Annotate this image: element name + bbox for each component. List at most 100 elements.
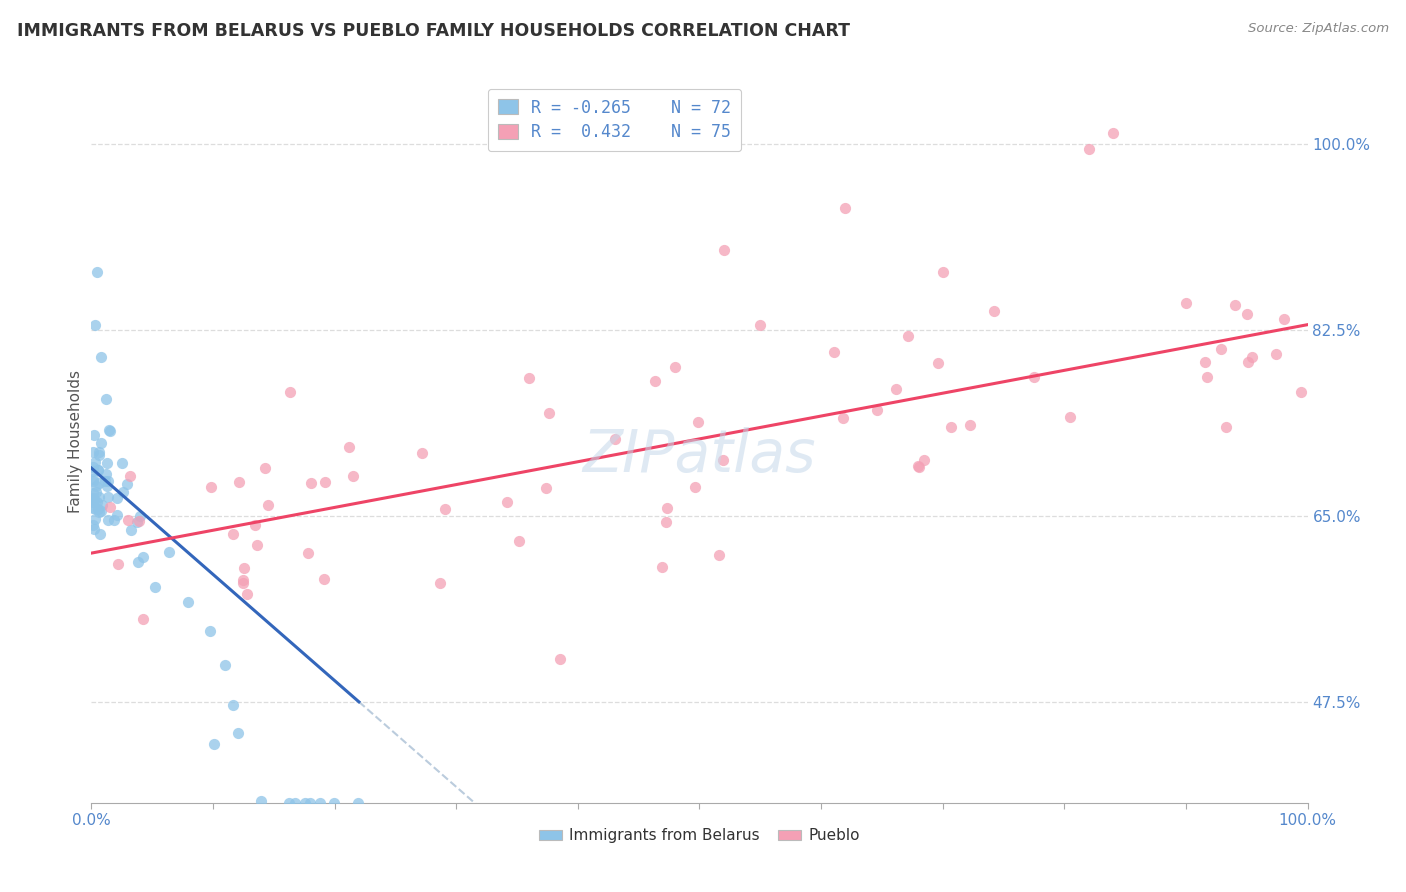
- Point: [907, 459, 929, 474]
- Point: [1077, 142, 1099, 156]
- Point: [323, 796, 346, 810]
- Point: [1175, 296, 1198, 310]
- Point: [537, 406, 560, 420]
- Point: [411, 445, 433, 459]
- Point: [256, 498, 278, 512]
- Point: [1195, 369, 1218, 384]
- Point: [294, 796, 316, 810]
- Point: [112, 485, 135, 500]
- Point: [298, 796, 321, 810]
- Point: [713, 453, 735, 467]
- Point: [1272, 311, 1295, 326]
- Point: [89, 505, 111, 519]
- Point: [107, 557, 129, 571]
- Point: [713, 244, 735, 258]
- Point: [1059, 409, 1081, 424]
- Point: [908, 460, 931, 475]
- Point: [82, 495, 104, 509]
- Point: [297, 546, 319, 560]
- Point: [87, 501, 110, 516]
- Point: [433, 501, 456, 516]
- Point: [508, 533, 530, 548]
- Point: [111, 456, 134, 470]
- Point: [277, 796, 299, 810]
- Point: [983, 304, 1005, 318]
- Point: [222, 698, 245, 712]
- Point: [87, 475, 110, 490]
- Point: [253, 460, 276, 475]
- Point: [517, 371, 540, 385]
- Point: [98, 500, 121, 514]
- Point: [644, 374, 666, 388]
- Text: Source: ZipAtlas.com: Source: ZipAtlas.com: [1249, 22, 1389, 36]
- Point: [97, 490, 120, 504]
- Point: [87, 463, 110, 477]
- Point: [1022, 370, 1045, 384]
- Point: [82, 500, 104, 515]
- Point: [129, 508, 152, 523]
- Point: [83, 428, 105, 442]
- Point: [1236, 355, 1258, 369]
- Point: [429, 576, 451, 591]
- Point: [98, 424, 121, 438]
- Point: [655, 515, 678, 529]
- Point: [82, 491, 104, 506]
- Point: [198, 624, 221, 639]
- Point: [83, 491, 105, 506]
- Point: [232, 574, 254, 588]
- Y-axis label: Family Households: Family Households: [67, 370, 83, 513]
- Point: [118, 468, 141, 483]
- Point: [97, 423, 120, 437]
- Point: [912, 452, 935, 467]
- Point: [83, 501, 105, 516]
- Point: [97, 475, 120, 489]
- Point: [82, 471, 104, 485]
- Point: [105, 491, 128, 505]
- Point: [115, 477, 138, 491]
- Point: [91, 498, 114, 512]
- Point: [1211, 343, 1233, 357]
- Point: [83, 522, 105, 536]
- Point: [1102, 127, 1125, 141]
- Point: [1215, 420, 1237, 434]
- Point: [200, 480, 222, 494]
- Point: [655, 501, 678, 516]
- Point: [866, 402, 889, 417]
- Point: [246, 538, 269, 552]
- Point: [105, 508, 128, 523]
- Point: [96, 479, 118, 493]
- Text: ZIPatlas: ZIPatlas: [582, 427, 817, 484]
- Point: [96, 456, 118, 470]
- Point: [534, 481, 557, 495]
- Point: [82, 486, 104, 500]
- Point: [1265, 346, 1288, 360]
- Text: IMMIGRANTS FROM BELARUS VS PUEBLO FAMILY HOUSEHOLDS CORRELATION CHART: IMMIGRANTS FROM BELARUS VS PUEBLO FAMILY…: [17, 22, 849, 40]
- Point: [214, 657, 236, 672]
- Point: [84, 484, 107, 499]
- Point: [82, 464, 104, 478]
- Point: [249, 794, 271, 808]
- Point: [834, 201, 856, 215]
- Point: [204, 737, 226, 751]
- Point: [884, 382, 907, 396]
- Point: [103, 513, 125, 527]
- Point: [86, 463, 108, 477]
- Point: [1241, 350, 1264, 364]
- Point: [87, 448, 110, 462]
- Point: [342, 468, 364, 483]
- Point: [143, 580, 166, 594]
- Point: [299, 475, 322, 490]
- Point: [550, 652, 572, 666]
- Point: [664, 360, 686, 375]
- Point: [89, 527, 111, 541]
- Point: [346, 796, 368, 810]
- Point: [177, 594, 200, 608]
- Point: [931, 264, 953, 278]
- Point: [128, 514, 150, 528]
- Point: [84, 318, 107, 332]
- Legend: Immigrants from Belarus, Pueblo: Immigrants from Belarus, Pueblo: [533, 822, 866, 849]
- Point: [125, 515, 148, 529]
- Point: [232, 561, 254, 575]
- Point: [86, 495, 108, 509]
- Point: [84, 479, 107, 493]
